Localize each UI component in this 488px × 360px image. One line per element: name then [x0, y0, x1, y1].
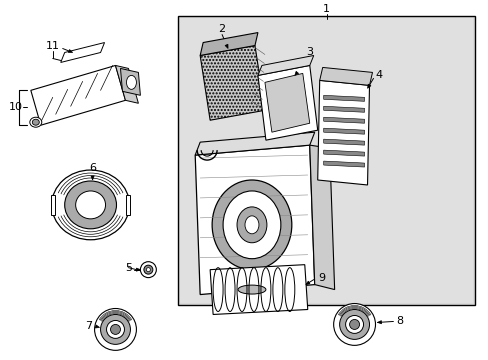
Ellipse shape: [110, 324, 120, 334]
Ellipse shape: [30, 117, 41, 127]
Polygon shape: [367, 84, 370, 88]
Polygon shape: [264, 73, 309, 132]
Polygon shape: [195, 132, 314, 155]
Text: 3: 3: [305, 48, 313, 58]
Ellipse shape: [143, 265, 153, 274]
Ellipse shape: [244, 216, 259, 234]
Polygon shape: [319, 67, 372, 85]
Polygon shape: [210, 265, 307, 315]
Polygon shape: [31, 66, 125, 125]
Ellipse shape: [333, 303, 375, 345]
Polygon shape: [200, 45, 264, 120]
Polygon shape: [377, 321, 381, 324]
Polygon shape: [323, 117, 364, 123]
Polygon shape: [294, 71, 298, 75]
Ellipse shape: [339, 310, 369, 339]
Ellipse shape: [238, 285, 265, 294]
Ellipse shape: [76, 191, 105, 219]
Polygon shape: [95, 325, 100, 328]
Ellipse shape: [126, 75, 136, 89]
Bar: [178, 15, 474, 305]
Polygon shape: [126, 195, 130, 215]
Polygon shape: [317, 80, 369, 185]
Text: 6: 6: [89, 163, 96, 173]
Ellipse shape: [101, 315, 130, 345]
Polygon shape: [224, 44, 227, 49]
Polygon shape: [323, 128, 364, 134]
Text: 8: 8: [395, 316, 402, 327]
Text: 9: 9: [318, 273, 325, 283]
Ellipse shape: [229, 283, 274, 297]
Polygon shape: [120, 68, 140, 95]
Polygon shape: [323, 161, 364, 167]
Polygon shape: [258, 66, 317, 140]
Polygon shape: [51, 195, 55, 215]
Polygon shape: [323, 139, 364, 145]
Ellipse shape: [223, 191, 280, 259]
Ellipse shape: [237, 207, 266, 243]
Text: 1: 1: [323, 4, 329, 14]
Ellipse shape: [94, 309, 136, 350]
Ellipse shape: [345, 315, 363, 333]
Polygon shape: [91, 176, 94, 180]
Text: 2: 2: [218, 24, 225, 33]
Text: 5: 5: [125, 263, 132, 273]
Polygon shape: [323, 106, 364, 112]
Polygon shape: [323, 95, 364, 101]
Ellipse shape: [349, 319, 359, 329]
Text: 7: 7: [85, 321, 92, 332]
Polygon shape: [115, 66, 138, 103]
Ellipse shape: [52, 170, 129, 240]
Text: 10: 10: [9, 102, 23, 112]
Text: 4: 4: [375, 71, 382, 80]
Polygon shape: [200, 32, 258, 55]
Polygon shape: [323, 150, 364, 156]
Ellipse shape: [212, 180, 291, 270]
Polygon shape: [68, 50, 73, 53]
Ellipse shape: [146, 268, 150, 272]
Polygon shape: [195, 145, 314, 294]
Bar: [180, 18, 472, 302]
Ellipse shape: [32, 119, 39, 125]
Polygon shape: [61, 42, 104, 62]
Polygon shape: [305, 281, 309, 285]
Ellipse shape: [64, 181, 116, 229]
Ellipse shape: [106, 320, 124, 338]
Polygon shape: [258, 55, 313, 75]
Ellipse shape: [140, 262, 156, 278]
Polygon shape: [136, 268, 140, 271]
Text: 11: 11: [46, 41, 60, 50]
Polygon shape: [309, 145, 334, 289]
